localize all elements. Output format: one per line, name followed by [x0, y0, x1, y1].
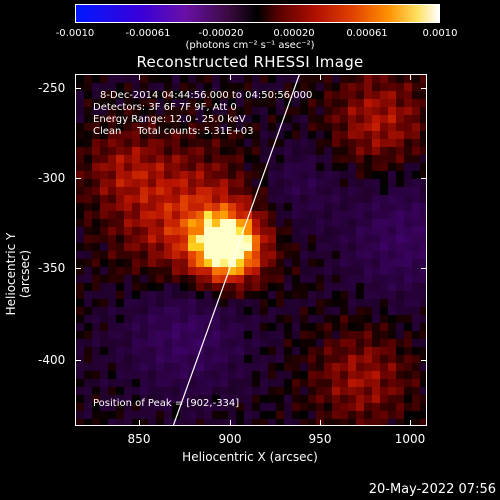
x-axis-label: Heliocentric X (arcsec) — [182, 450, 318, 464]
x-tick-label: 950 — [308, 432, 332, 446]
time-range-label: 8-Dec-2014 04:44:56.000 to 04:50:56.000 — [100, 90, 313, 101]
axis-tick — [230, 420, 231, 426]
y-tick-label: -350 — [38, 261, 66, 275]
colorbar-tick: -0.00061 — [125, 28, 171, 39]
axis-tick — [410, 420, 411, 426]
axis-tick — [75, 88, 81, 89]
colorbar-tick: -0.0010 — [55, 28, 95, 39]
axis-tick — [75, 268, 81, 269]
axis-tick — [230, 74, 231, 80]
colorbar-tick: 0.0010 — [422, 28, 458, 39]
axis-tick — [421, 360, 427, 361]
axis-tick — [320, 420, 321, 426]
intensity-map — [76, 75, 426, 425]
axis-tick — [75, 178, 81, 179]
x-tick-label: 850 — [127, 432, 151, 446]
axis-tick — [139, 74, 140, 80]
x-tick-label: 1000 — [394, 432, 426, 446]
colorbar-tick: -0.00020 — [198, 28, 244, 39]
y-tick-label: -300 — [38, 171, 66, 185]
axis-tick — [410, 74, 411, 80]
colorbar — [75, 4, 440, 23]
plot-timestamp: 20-May-2022 07:56 — [368, 482, 496, 497]
y-tick-label: -250 — [38, 81, 66, 95]
solar-limb-line — [172, 75, 300, 425]
axis-tick — [320, 74, 321, 80]
colorbar-tick: 0.00061 — [346, 28, 388, 39]
axis-tick — [421, 178, 427, 179]
rhessi-image — [75, 74, 427, 426]
peak-position-label: Position of Peak = [902,-334] — [93, 398, 240, 409]
clean-counts-label: Clean Total counts: 5.31E+03 — [93, 126, 254, 137]
y-axis-label: Heliocentric Y (arcsec) — [4, 232, 32, 316]
axis-tick — [421, 268, 427, 269]
axis-tick — [421, 88, 427, 89]
image-title: Reconstructed RHESSI Image — [136, 53, 364, 71]
y-tick-label: -400 — [38, 353, 66, 367]
axis-tick — [75, 360, 81, 361]
colorbar-tick: 0.00020 — [273, 28, 315, 39]
x-tick-label: 900 — [218, 432, 242, 446]
colorbar-units: (photons cm⁻² s⁻¹ asec⁻²) — [185, 40, 315, 51]
detectors-label: Detectors: 3F 6F 7F 9F, Att 0 — [93, 102, 237, 113]
axis-tick — [139, 420, 140, 426]
energy-range-label: Energy Range: 12.0 - 25.0 keV — [93, 114, 246, 125]
